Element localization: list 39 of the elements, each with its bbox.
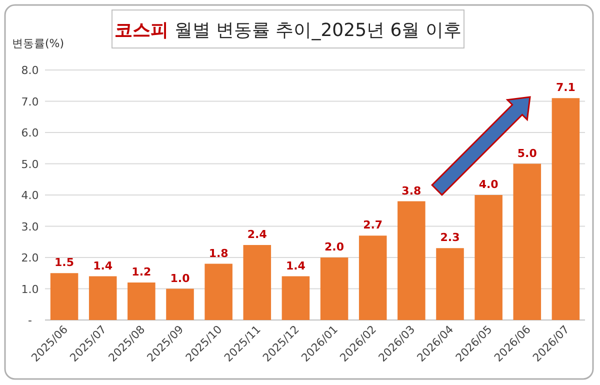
data-label: 7.1 <box>556 81 576 94</box>
bar <box>398 201 426 320</box>
bar <box>50 273 78 320</box>
y-tick-label: 4.0 <box>21 189 39 202</box>
chart-title: 코스피 월별 변동률 추이_2025년 6월 이후 <box>114 20 462 41</box>
y-tick-label: 7.0 <box>21 95 39 108</box>
bar <box>128 282 156 320</box>
data-label: 3.8 <box>402 184 422 198</box>
data-label: 1.4 <box>286 259 306 272</box>
bar <box>474 195 502 320</box>
data-label: 2.3 <box>440 231 460 244</box>
data-label: 2.0 <box>324 240 344 254</box>
data-label: 1.4 <box>93 259 113 272</box>
y-axis-title: 변동률(%) <box>12 37 64 50</box>
bar <box>204 264 232 320</box>
y-tick-label: 5.0 <box>21 158 39 171</box>
y-tick-label: 1.0 <box>21 282 39 296</box>
y-tick-label: - <box>28 314 32 327</box>
y-tick-label: 6.0 <box>21 126 39 140</box>
y-tick-label: 2.0 <box>21 252 39 264</box>
data-label: 1.2 <box>132 266 152 278</box>
data-label: 1.5 <box>54 256 74 270</box>
bar <box>166 288 194 320</box>
bar <box>282 276 310 320</box>
bar <box>320 258 348 320</box>
bar <box>552 98 580 320</box>
data-label: 2.4 <box>247 228 268 241</box>
bar <box>243 245 272 320</box>
y-tick-label: 3.0 <box>21 220 39 234</box>
y-tick-label: 8.0 <box>21 64 39 77</box>
data-label: 1.8 <box>208 246 228 260</box>
data-label: 2.7 <box>363 218 383 232</box>
bar <box>88 276 117 320</box>
data-label: 4.0 <box>478 178 499 191</box>
bar <box>358 236 387 320</box>
bar <box>436 248 464 320</box>
data-label: 1.0 <box>170 272 190 285</box>
bar <box>513 164 542 320</box>
data-label: 5.0 <box>517 146 538 160</box>
